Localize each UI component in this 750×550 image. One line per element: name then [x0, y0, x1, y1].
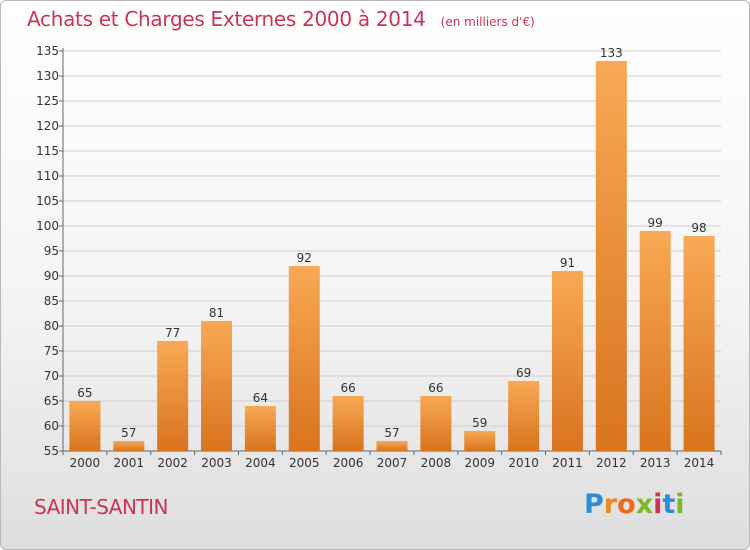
bar-2012: [595, 61, 627, 451]
value-label-2009: 59: [472, 416, 487, 430]
value-label-2002: 77: [165, 326, 180, 340]
proxiti-logo[interactable]: Proxiti: [584, 489, 685, 520]
x-tick-label-2000: 2000: [70, 456, 101, 470]
bar-2000: [69, 401, 101, 451]
bar-2003: [201, 321, 233, 451]
y-tick-label: 85: [44, 294, 59, 308]
commune-name: SAINT-SANTIN: [34, 495, 169, 519]
bar-2007: [376, 441, 408, 451]
y-tick-label: 115: [36, 144, 59, 158]
logo-letter: o: [617, 489, 636, 520]
value-label-2004: 64: [253, 391, 268, 405]
logo-letter: r: [603, 489, 618, 520]
x-tick-label-2001: 2001: [114, 456, 145, 470]
value-label-2014: 98: [691, 221, 706, 235]
y-tick-label: 120: [36, 119, 59, 133]
bar-2004: [244, 406, 276, 451]
y-tick-label: 70: [44, 369, 59, 383]
bar-2001: [113, 441, 145, 451]
y-tick-label: 90: [44, 269, 59, 283]
value-label-2013: 99: [648, 216, 663, 230]
bar-2010: [508, 381, 540, 451]
x-tick-label-2004: 2004: [245, 456, 276, 470]
value-label-2010: 69: [516, 366, 531, 380]
bar-2013: [639, 231, 671, 451]
value-label-2000: 65: [77, 386, 92, 400]
y-tick-label: 65: [44, 394, 59, 408]
value-label-2005: 92: [297, 251, 312, 265]
value-label-2012: 133: [600, 46, 623, 60]
value-label-2007: 57: [384, 426, 399, 440]
y-tick-label: 80: [44, 319, 59, 333]
y-tick-label: 110: [36, 169, 59, 183]
bar-2002: [157, 341, 189, 451]
logo-letter: i: [675, 489, 685, 520]
bar-2014: [683, 236, 715, 451]
x-tick-label-2002: 2002: [157, 456, 188, 470]
bar-2008: [420, 396, 452, 451]
x-tick-label-2011: 2011: [552, 456, 583, 470]
x-tick-label-2009: 2009: [464, 456, 495, 470]
bar-2005: [288, 266, 320, 451]
bar-2006: [332, 396, 364, 451]
chart-unit: (en milliers d'€): [440, 15, 535, 29]
y-tick-label: 135: [36, 44, 59, 58]
y-tick-label: 95: [44, 244, 59, 258]
logo-letter: x: [635, 489, 654, 520]
x-tick-label-2006: 2006: [333, 456, 364, 470]
x-tick-label-2008: 2008: [421, 456, 452, 470]
chart-title: Achats et Charges Externes 2000 à 2014: [27, 7, 426, 31]
bars: [69, 61, 715, 451]
y-tick-label: 105: [36, 194, 59, 208]
y-tick-label: 75: [44, 344, 59, 358]
x-tick-label-2013: 2013: [640, 456, 671, 470]
logo-letter: t: [662, 489, 676, 520]
x-tick-label-2003: 2003: [201, 456, 232, 470]
value-label-2003: 81: [209, 306, 224, 320]
bar-2011: [551, 271, 583, 451]
y-tick-label: 100: [36, 219, 59, 233]
x-tick-label-2010: 2010: [508, 456, 539, 470]
x-tick-label-2007: 2007: [377, 456, 408, 470]
x-tick-label-2014: 2014: [684, 456, 715, 470]
labels: 55 60 65 70 75 80 85 90 95 100 105 110 115 120 125 130 1…: [36, 44, 714, 470]
value-label-2008: 66: [428, 381, 443, 395]
x-tick-label-2005: 2005: [289, 456, 320, 470]
y-tick-label: 130: [36, 69, 59, 83]
chart-title-block: Achats et Charges Externes 2000 à 2014 (…: [27, 7, 535, 31]
value-label-2006: 66: [340, 381, 355, 395]
value-label-2001: 57: [121, 426, 136, 440]
y-tick-label: 125: [36, 94, 59, 108]
x-tick-label-2012: 2012: [596, 456, 627, 470]
y-tick-label: 60: [44, 419, 59, 433]
y-tick-label: 55: [44, 444, 59, 458]
logo-letter: P: [584, 489, 604, 520]
bar-2009: [464, 431, 496, 451]
value-label-2011: 91: [560, 256, 575, 270]
logo-letter: i: [653, 489, 663, 520]
